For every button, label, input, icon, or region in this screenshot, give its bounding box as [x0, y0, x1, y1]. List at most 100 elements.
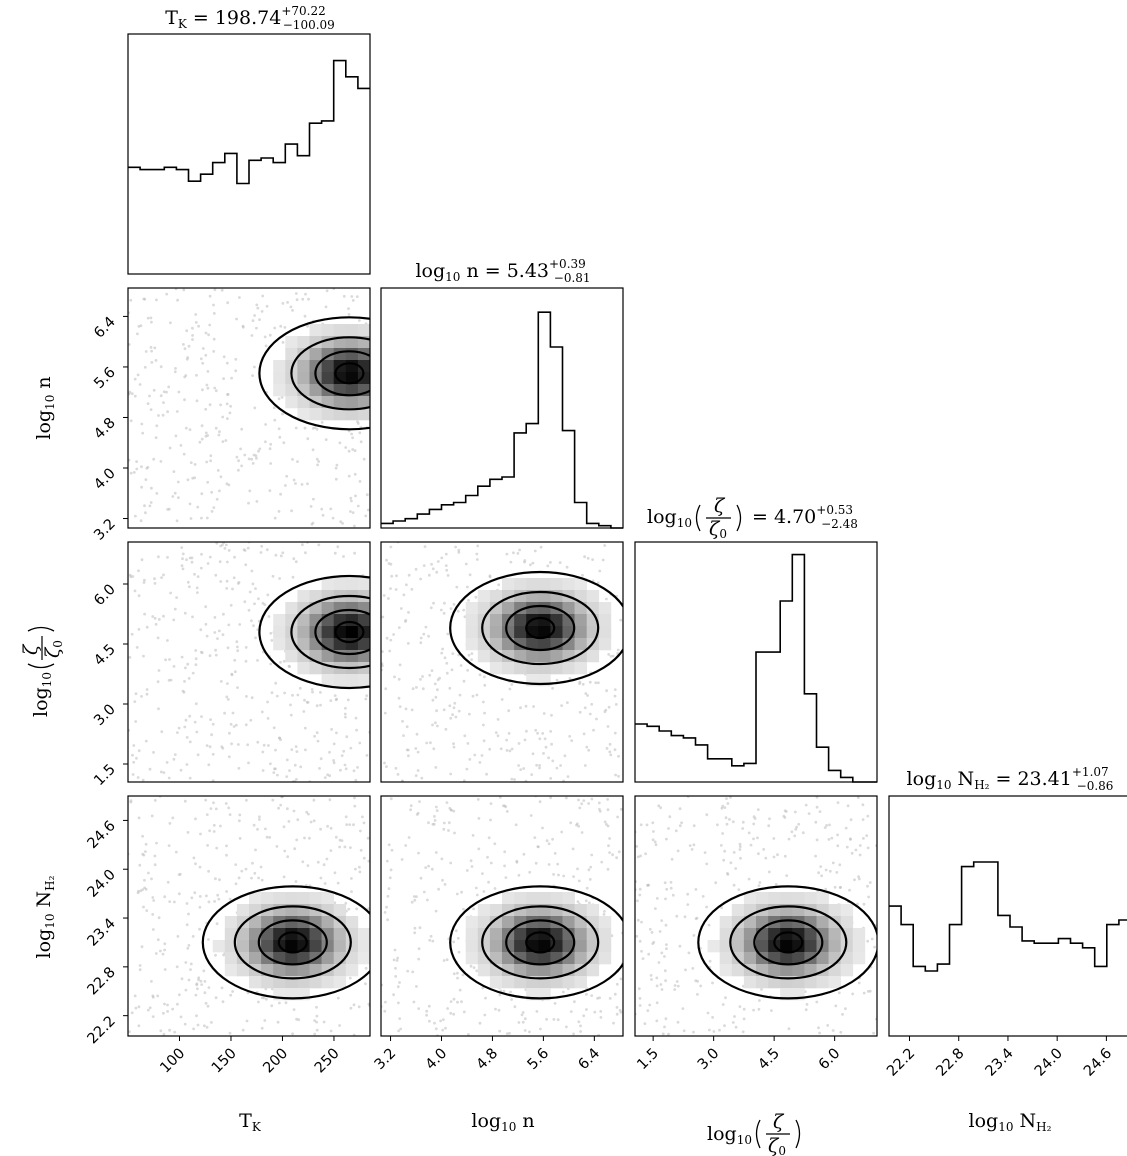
scatter-point	[359, 871, 362, 874]
scatter-point	[605, 823, 608, 826]
scatter-point	[269, 447, 272, 450]
scatter-point	[221, 289, 224, 292]
scatter-point	[806, 1003, 809, 1006]
scatter-point	[363, 458, 366, 461]
scatter-point	[481, 872, 484, 875]
scatter-point	[541, 827, 544, 830]
scatter-point	[529, 563, 532, 566]
scatter-point	[237, 469, 240, 472]
density-cell	[322, 674, 334, 686]
scatter-point	[450, 607, 453, 610]
density-cell	[334, 928, 346, 940]
scatter-point	[467, 742, 470, 745]
scatter-point	[872, 1032, 875, 1035]
scatter-point	[355, 908, 358, 911]
scatter-point	[510, 998, 513, 1001]
scatter-point	[848, 889, 851, 892]
scatter-point	[206, 1026, 209, 1029]
scatter-point	[293, 847, 296, 850]
scatter-point	[608, 751, 611, 754]
scatter-point	[251, 374, 254, 377]
ytick-label: 3.0	[91, 702, 119, 730]
scatter-point	[546, 839, 549, 842]
scatter-point	[587, 802, 590, 805]
scatter-point	[222, 440, 225, 443]
scatter-point	[452, 810, 455, 813]
density-cell	[563, 662, 575, 674]
scatter-point	[828, 838, 831, 841]
scatter-point	[532, 705, 535, 708]
scatter-point	[137, 891, 140, 894]
scatter-point	[459, 694, 462, 697]
scatter-point	[398, 697, 401, 700]
scatter-point	[245, 799, 248, 802]
scatter-point	[185, 989, 188, 992]
scatter-point	[323, 1021, 326, 1024]
density-cell	[322, 892, 334, 904]
scatter-point	[134, 720, 137, 723]
scatter-point	[506, 1032, 509, 1035]
scatter-point	[218, 630, 221, 633]
density-cell	[346, 360, 358, 372]
xtick-label: 200	[260, 1046, 291, 1077]
scatter-point	[186, 736, 189, 739]
scatter-point	[207, 938, 210, 941]
scatter-point	[433, 815, 436, 818]
scatter-point	[325, 306, 328, 309]
scatter-point	[353, 797, 356, 800]
scatter-point	[356, 766, 359, 769]
scatter-point	[273, 327, 276, 330]
scatter-point	[208, 986, 211, 989]
scatter-point	[684, 969, 687, 972]
density-cell	[466, 952, 478, 964]
scatter-point	[484, 997, 487, 1000]
scatter-point	[350, 295, 353, 298]
scatter-point	[295, 560, 298, 563]
scatter-point	[522, 1011, 525, 1014]
density-cell	[502, 602, 514, 614]
scatter-point	[463, 734, 466, 737]
density-cell	[297, 892, 309, 904]
scatter-point	[409, 808, 412, 811]
scatter-point	[832, 1029, 835, 1032]
scatter-point	[178, 993, 181, 996]
scatter-point	[615, 703, 618, 706]
scatter-point	[397, 1002, 400, 1005]
scatter-point	[583, 733, 586, 736]
scatter-point	[598, 802, 601, 805]
scatter-point	[279, 493, 282, 496]
scatter-point	[335, 467, 338, 470]
scatter-point	[475, 553, 478, 556]
density-cell	[285, 396, 297, 408]
xtick-label: 24.0	[1032, 1046, 1066, 1080]
scatter-point	[456, 977, 459, 980]
scatter-point	[313, 735, 316, 738]
density-cell	[526, 650, 538, 662]
scatter-point	[301, 298, 304, 301]
density-cell	[490, 928, 502, 940]
density-cell	[261, 892, 273, 904]
scatter-point	[180, 769, 183, 772]
scatter-point	[167, 881, 170, 884]
scatter-point	[151, 896, 154, 899]
scatter-point	[325, 438, 328, 441]
scatter-point	[162, 615, 165, 618]
scatter-point	[509, 688, 512, 691]
scatter-point	[536, 732, 539, 735]
scatter-point	[644, 852, 647, 855]
density-cell	[346, 650, 358, 662]
scatter-point	[820, 874, 823, 877]
scatter-point	[556, 679, 559, 682]
scatter-point	[425, 1010, 428, 1013]
scatter-point	[189, 503, 192, 506]
scatter-point	[567, 775, 570, 778]
scatter-point	[245, 723, 248, 726]
scatter-point	[166, 639, 169, 642]
scatter-point	[242, 326, 245, 329]
scatter-point	[468, 713, 471, 716]
scatter-point	[316, 464, 319, 467]
panel-n-vs-tk	[127, 287, 439, 528]
scatter-point	[171, 495, 174, 498]
scatter-point	[268, 615, 271, 618]
scatter-point	[235, 882, 238, 885]
